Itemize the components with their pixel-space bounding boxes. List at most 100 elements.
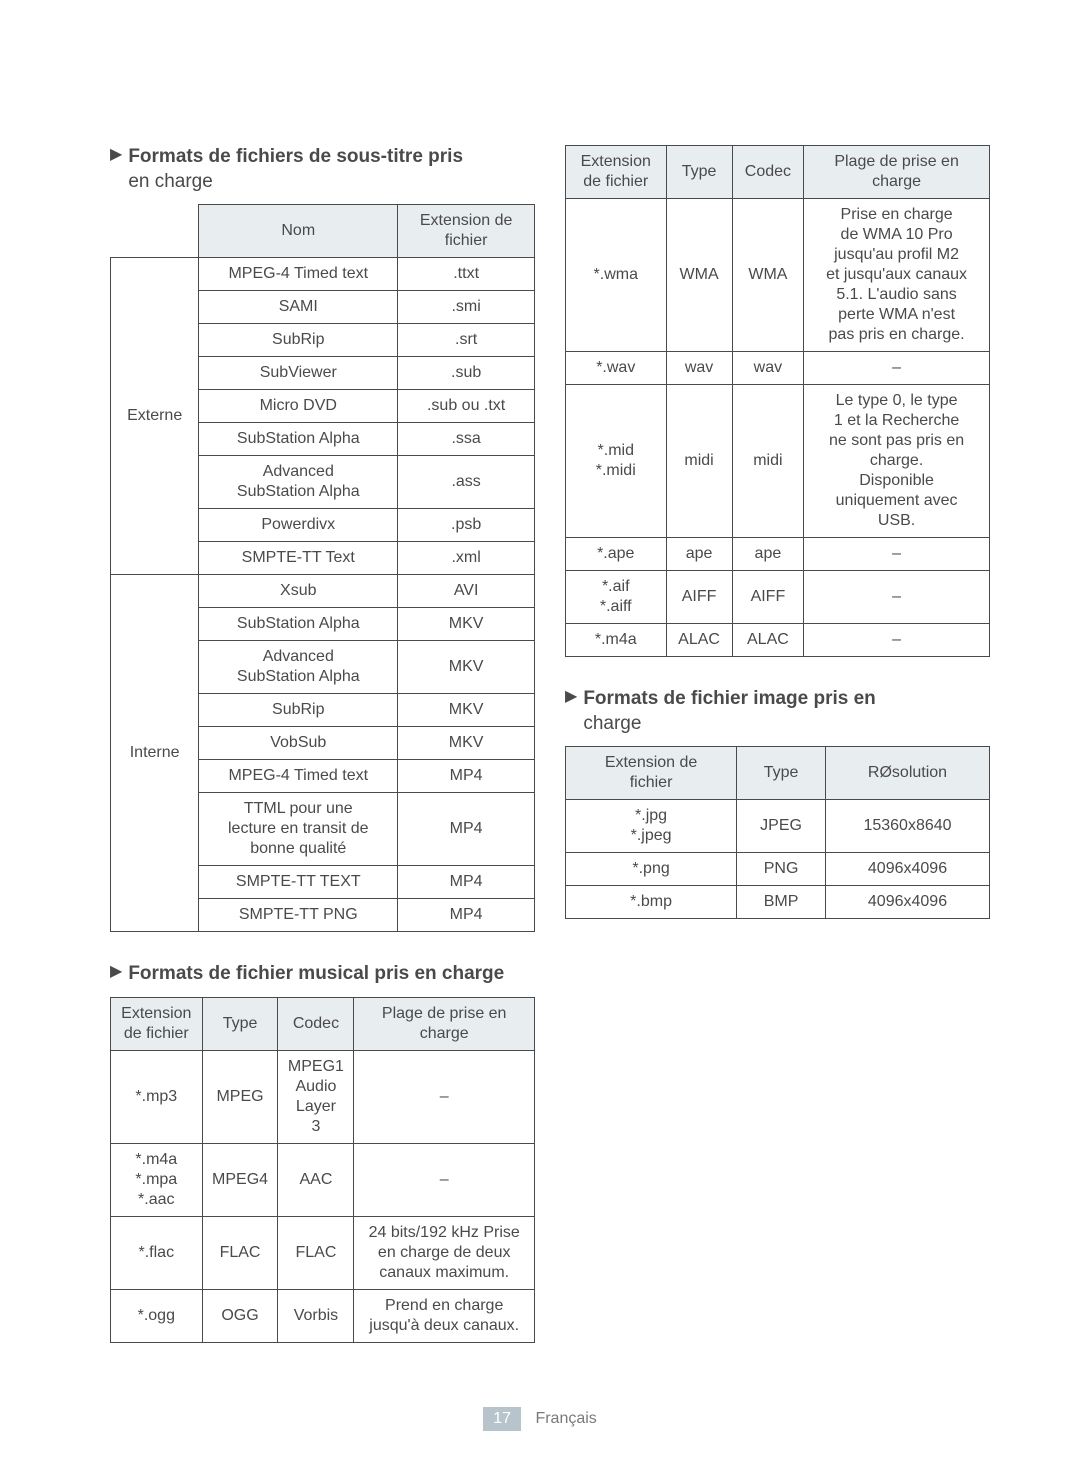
table-row: *.wmaWMAWMAPrise en chargede WMA 10 Proj… [566, 199, 990, 352]
audio-table: Extension de fichier Type Codec Plage de… [110, 997, 535, 1343]
cell-codec: ape [732, 538, 804, 571]
h-ext1b: Extension [581, 153, 651, 170]
cell-ext: *.mp3 [111, 1051, 203, 1144]
cell-codec: AIFF [732, 571, 804, 624]
cell-ext: *.png [566, 853, 737, 886]
table-row: *.mid*.midimidimidiLe type 0, le type1 e… [566, 385, 990, 538]
col-ext: Extension de fichier [398, 205, 535, 258]
heading-rest: en charge [128, 171, 213, 192]
cell-nom: SubViewer [199, 357, 398, 390]
triangle-icon: ▶ [565, 687, 577, 708]
page-number: 17 [483, 1407, 521, 1431]
col-codec: Codec [732, 146, 804, 199]
cell-ext: *.wma [566, 199, 667, 352]
img-h-rest: charge [583, 713, 641, 734]
cell-type: PNG [737, 853, 826, 886]
cell-codec: MPEG1AudioLayer3 [278, 1051, 354, 1144]
cell-nom: Powerdivx [199, 509, 398, 542]
h-r2b: charge [872, 173, 921, 190]
cell-ext: MKV [398, 641, 535, 694]
cell-ext: MKV [398, 727, 535, 760]
table-row: ExterneMPEG-4 Timed text.ttxt [111, 258, 535, 291]
cell-nom: SAMI [199, 291, 398, 324]
cell-nom: Xsub [199, 575, 398, 608]
image-table: Extension de fichier Type RØsolution *.j… [565, 746, 990, 919]
table-row: *.pngPNG4096x4096 [566, 853, 990, 886]
cell-ext: *.mid*.midi [566, 385, 667, 538]
cell-codec: Vorbis [278, 1290, 354, 1343]
cell-range: – [804, 352, 990, 385]
h-ext2b: de fichier [583, 173, 648, 190]
cell-nom: TTML pour unelecture en transit debonne … [199, 793, 398, 866]
table-row: *.aif*.aiffAIFFAIFF– [566, 571, 990, 624]
cell-ext: *.m4a [566, 624, 667, 657]
col-range: Plage de prise en charge [804, 146, 990, 199]
cell-ext: *.aif*.aiff [566, 571, 667, 624]
col-ext: Extension de fichier [566, 747, 737, 800]
cell-ext: .ssa [398, 423, 535, 456]
cell-ext: MKV [398, 694, 535, 727]
cell-ext: MKV [398, 608, 535, 641]
cell-range: – [804, 538, 990, 571]
cell-codec: midi [732, 385, 804, 538]
img-h-bold: Formats de fichier image pris en [583, 688, 875, 709]
cell-ext: .srt [398, 324, 535, 357]
cell-nom: VobSub [199, 727, 398, 760]
table-row: *.bmpBMP4096x4096 [566, 886, 990, 919]
cell-ext: .sub ou .txt [398, 390, 535, 423]
group-label: Externe [111, 258, 199, 575]
cell-ext: *.jpg*.jpeg [566, 800, 737, 853]
cell-ext: *.wav [566, 352, 667, 385]
cell-res: 4096x4096 [826, 886, 990, 919]
col-ext: Extension de fichier [566, 146, 667, 199]
cell-range: Le type 0, le type1 et la Recherchene so… [804, 385, 990, 538]
cell-type: MPEG4 [202, 1144, 278, 1217]
image-heading: ▶ Formats de fichier image pris en charg… [565, 687, 990, 736]
cell-nom: AdvancedSubStation Alpha [199, 456, 398, 509]
audio-heading: ▶ Formats de fichier musical pris en cha… [110, 962, 535, 987]
cell-nom: MPEG-4 Timed text [199, 760, 398, 793]
cell-codec: AAC [278, 1144, 354, 1217]
col-type: Type [737, 747, 826, 800]
h-ext1: Extension [121, 1005, 191, 1022]
cell-range: Prise en chargede WMA 10 Projusqu'au pro… [804, 199, 990, 352]
table-row: *.wavwavwav– [566, 352, 990, 385]
cell-nom: SubStation Alpha [199, 423, 398, 456]
cell-ext: .xml [398, 542, 535, 575]
cell-codec: wav [732, 352, 804, 385]
table-row: *.mp3MPEGMPEG1AudioLayer3– [111, 1051, 535, 1144]
triangle-icon: ▶ [110, 962, 122, 983]
cell-range: – [354, 1144, 535, 1217]
cell-ext: .sub [398, 357, 535, 390]
cell-ext: MP4 [398, 899, 535, 932]
cell-range: Prend en chargejusqu'à deux canaux. [354, 1290, 535, 1343]
cell-nom: Micro DVD [199, 390, 398, 423]
cell-res: 15360x8640 [826, 800, 990, 853]
page-lang: Français [535, 1410, 596, 1427]
cell-ext: *.ape [566, 538, 667, 571]
cell-type: OGG [202, 1290, 278, 1343]
cell-type: JPEG [737, 800, 826, 853]
cell-nom: SubRip [199, 324, 398, 357]
col-type: Type [666, 146, 732, 199]
cell-codec: ALAC [732, 624, 804, 657]
cell-nom: SubRip [199, 694, 398, 727]
group-label: Interne [111, 575, 199, 932]
cell-type: MPEG [202, 1051, 278, 1144]
table-row: *.m4a*.mpa*.aacMPEG4AAC– [111, 1144, 535, 1217]
col-ext-l2: fichier [445, 232, 488, 249]
cell-res: 4096x4096 [826, 853, 990, 886]
audio-heading-text: Formats de fichier musical pris en charg… [128, 962, 504, 987]
cell-nom: SubStation Alpha [199, 608, 398, 641]
h-r2: charge [420, 1025, 469, 1042]
page-footer: 17 Français [0, 1407, 1080, 1431]
cell-nom: SMPTE-TT Text [199, 542, 398, 575]
subtitle-table: Nom Extension de fichier ExterneMPEG-4 T… [110, 204, 535, 932]
col-ext-l1: Extension de [420, 212, 513, 229]
col-codec: Codec [278, 998, 354, 1051]
heading-bold: Formats de fichiers de sous-titre pris [128, 146, 463, 167]
audio-table-cont: Extension de fichier Type Codec Plage de… [565, 145, 990, 657]
table-row: *.jpg*.jpegJPEG15360x8640 [566, 800, 990, 853]
cell-nom: SMPTE-TT TEXT [199, 866, 398, 899]
cell-type: AIFF [666, 571, 732, 624]
